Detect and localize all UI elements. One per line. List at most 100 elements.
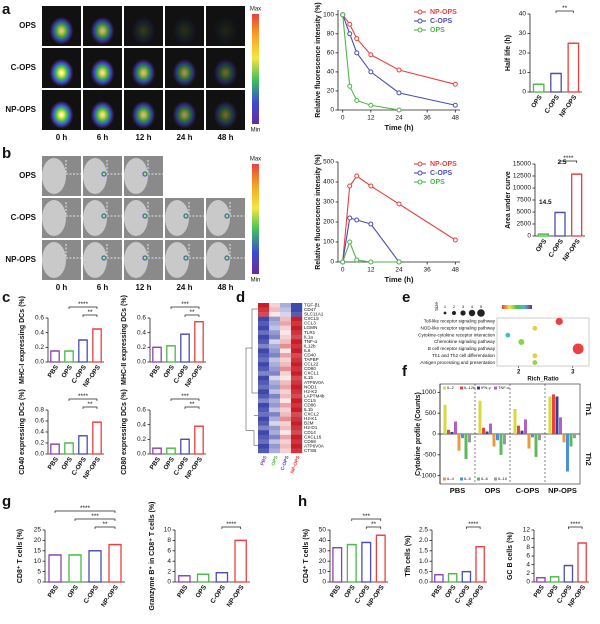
point	[396, 259, 402, 265]
sig-bracket	[68, 398, 98, 401]
fluorescence	[90, 100, 115, 129]
y-tick-label: 6	[526, 553, 530, 560]
sig-bracket	[94, 526, 116, 529]
heat-cell	[291, 303, 303, 308]
pathway-label: Toll-like receptor signaling pathway	[424, 319, 496, 324]
x-tick-label: OPS	[343, 584, 357, 600]
heat-cell	[291, 403, 303, 408]
y-tick-label: 40	[327, 69, 335, 76]
sig-bracket	[170, 306, 200, 309]
point	[347, 215, 353, 221]
heat-cell	[280, 307, 292, 313]
bar	[152, 346, 162, 363]
bar	[461, 570, 472, 583]
heat-cell	[269, 398, 281, 404]
col-label: 24 h	[176, 283, 192, 292]
x-axis-label: Time (h)	[384, 275, 414, 284]
heat-cell	[258, 316, 270, 322]
fold-note: 2.5	[557, 159, 566, 166]
group-label: Th1	[584, 402, 593, 415]
series-line	[342, 175, 456, 263]
bar	[92, 421, 102, 455]
bar	[88, 550, 102, 583]
lymph-signal	[142, 171, 148, 177]
y-tick-label: 40	[319, 537, 327, 544]
fluorescence	[172, 100, 197, 129]
sig-label: ***	[181, 393, 189, 400]
y-tick-label: 10000	[513, 185, 531, 192]
heat-cell	[280, 316, 292, 322]
legend-marker	[417, 179, 423, 185]
col-label: 0 h	[56, 283, 68, 292]
heat-cell	[258, 398, 270, 404]
heat-cell	[258, 330, 270, 336]
sig-bracket	[466, 526, 481, 529]
y-tick-label: 20	[34, 537, 42, 544]
heat-cell	[269, 321, 281, 326]
y-tick-label: 0	[37, 579, 41, 586]
legend-label: OPS	[430, 179, 445, 186]
colorbar-max: Max	[250, 157, 261, 163]
sig-label: ****	[80, 505, 91, 512]
y-tick-label: 0.0	[35, 451, 44, 458]
x-tick-label: 24	[395, 115, 403, 122]
bar	[503, 434, 506, 445]
x-tick-label: NP-OPS	[100, 584, 120, 609]
point	[396, 90, 402, 96]
bar	[50, 350, 60, 363]
lymph-signal	[101, 171, 107, 177]
point	[368, 259, 374, 265]
y-tick-label: -1000	[419, 472, 436, 479]
heat-cell	[280, 439, 292, 445]
mouse	[206, 200, 230, 236]
panel-label: c	[2, 289, 10, 306]
heat-cell	[258, 353, 270, 358]
gene-label: CCL5	[304, 398, 316, 403]
bar	[520, 430, 524, 434]
heat-cell	[269, 348, 281, 354]
y-tick-label: 10	[34, 558, 42, 565]
size-legend-label: 2	[453, 304, 456, 309]
fluorescence	[131, 100, 156, 129]
size-legend-label: 5	[480, 304, 483, 309]
group-label: PBS	[260, 454, 269, 466]
fluorescence	[172, 16, 197, 45]
y-axis-label: MHC-I expressing DCs (%)	[19, 296, 26, 384]
colorbar	[252, 164, 259, 274]
sig-bracket	[184, 314, 200, 317]
x-tick-label: OPS	[66, 584, 80, 600]
point	[368, 102, 374, 108]
y-tick-label: 7500	[517, 197, 532, 204]
bar	[346, 543, 357, 583]
legend-marker	[417, 18, 423, 24]
sig-label: **	[102, 521, 108, 528]
heat-cell	[269, 362, 281, 367]
heat-cell	[291, 398, 303, 404]
sig-label: ****	[468, 521, 479, 528]
bar	[559, 417, 562, 434]
bar	[532, 83, 545, 93]
heat-cell	[280, 330, 292, 336]
heat-cell	[269, 371, 281, 376]
heat-cell	[280, 366, 292, 372]
pathway-label: Antigen processing and presentation	[420, 360, 495, 365]
colorbar-max: Max	[250, 7, 261, 13]
legend-swatch	[494, 477, 497, 481]
heat-cell	[269, 307, 281, 313]
fluorescence	[49, 16, 74, 45]
y-tick-label: 0	[522, 89, 526, 96]
y-tick-label: 0.0	[137, 359, 146, 366]
bar	[166, 345, 176, 363]
y-tick-label: 12	[523, 527, 531, 534]
heat-cell	[280, 434, 292, 440]
bar	[50, 443, 60, 455]
bar	[166, 447, 176, 455]
y-tick-label: 40	[519, 11, 527, 18]
heat-cell	[280, 443, 292, 449]
y-axis-label: Half life (h)	[505, 35, 512, 71]
heat-cell	[291, 371, 303, 376]
x-tick-label: 36	[424, 115, 432, 122]
point	[354, 257, 360, 263]
x-tick-label: PBS	[450, 486, 465, 495]
row-label: C-OPS	[11, 213, 37, 222]
